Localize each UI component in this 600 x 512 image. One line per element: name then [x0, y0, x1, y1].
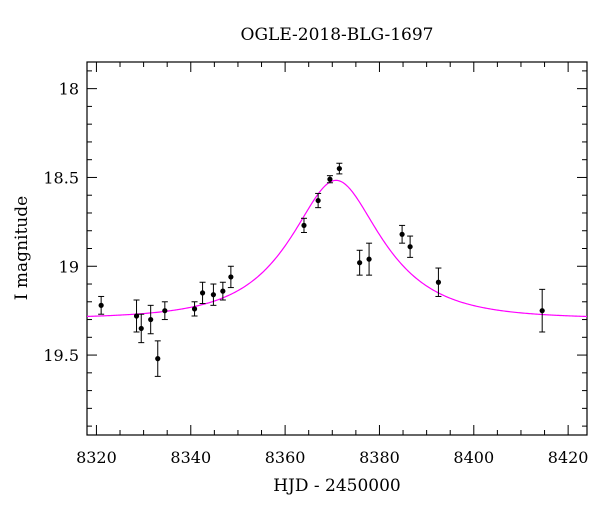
x-axis-tick-labels: 8320 8340 8360 8380 8400 8420 — [76, 448, 588, 467]
data-point — [138, 313, 145, 344]
model-curve — [86, 179, 588, 318]
data-point — [300, 217, 307, 234]
data-point — [539, 288, 546, 333]
data-point — [154, 340, 161, 377]
x-tick-label: 8360 — [265, 448, 306, 467]
point-marker — [539, 308, 545, 314]
y-tick-label: 18.5 — [43, 168, 79, 187]
data-points — [98, 162, 546, 377]
point-marker — [366, 256, 372, 262]
point-marker — [399, 231, 405, 237]
data-point — [356, 249, 363, 276]
point-marker — [133, 313, 140, 319]
point-marker — [210, 292, 217, 298]
point-marker — [357, 260, 363, 266]
point-marker — [315, 197, 321, 204]
point-marker — [220, 288, 226, 294]
x-tick-label: 8320 — [76, 448, 117, 467]
y-tick-label: 19.5 — [43, 346, 79, 365]
data-point — [407, 235, 414, 258]
data-point — [133, 299, 140, 333]
data-point — [315, 192, 322, 209]
x-axis-ticks — [95, 62, 569, 435]
data-point — [336, 162, 343, 175]
point-marker — [199, 290, 206, 296]
y-tick-label: 19 — [59, 257, 79, 276]
data-point — [435, 267, 442, 297]
x-tick-label: 8380 — [359, 448, 400, 467]
data-point — [366, 242, 373, 276]
data-point — [98, 295, 105, 315]
point-marker — [336, 165, 342, 172]
x-tick-label: 8400 — [453, 448, 494, 467]
x-tick-label: 8420 — [548, 448, 589, 467]
plot-frame — [86, 61, 588, 436]
point-marker — [301, 222, 307, 229]
point-marker — [98, 302, 104, 308]
data-point — [326, 175, 333, 184]
y-axis-ticks — [87, 70, 587, 427]
point-marker — [407, 244, 413, 250]
x-tick-label: 8340 — [170, 448, 211, 467]
data-point — [199, 281, 206, 305]
y-axis-label: I magnitude — [12, 196, 32, 300]
data-point — [147, 304, 154, 335]
point-marker — [148, 316, 154, 323]
point-marker — [138, 325, 144, 332]
point-marker — [191, 306, 198, 312]
y-tick-label: 18 — [59, 80, 79, 99]
point-marker — [327, 176, 333, 182]
point-marker — [435, 279, 442, 285]
y-axis-tick-labels: 18 18.5 19 19.5 — [43, 80, 79, 365]
point-marker — [228, 274, 234, 280]
data-point — [219, 281, 226, 301]
point-marker — [162, 308, 168, 314]
data-point — [399, 224, 406, 244]
data-point — [210, 283, 217, 306]
chart-title: OGLE-2018-BLG-1697 — [241, 25, 434, 45]
data-point — [227, 265, 234, 289]
data-point — [191, 301, 198, 317]
data-point — [161, 301, 168, 321]
point-marker — [155, 356, 161, 362]
x-axis-label: HJD - 2450000 — [273, 476, 401, 496]
